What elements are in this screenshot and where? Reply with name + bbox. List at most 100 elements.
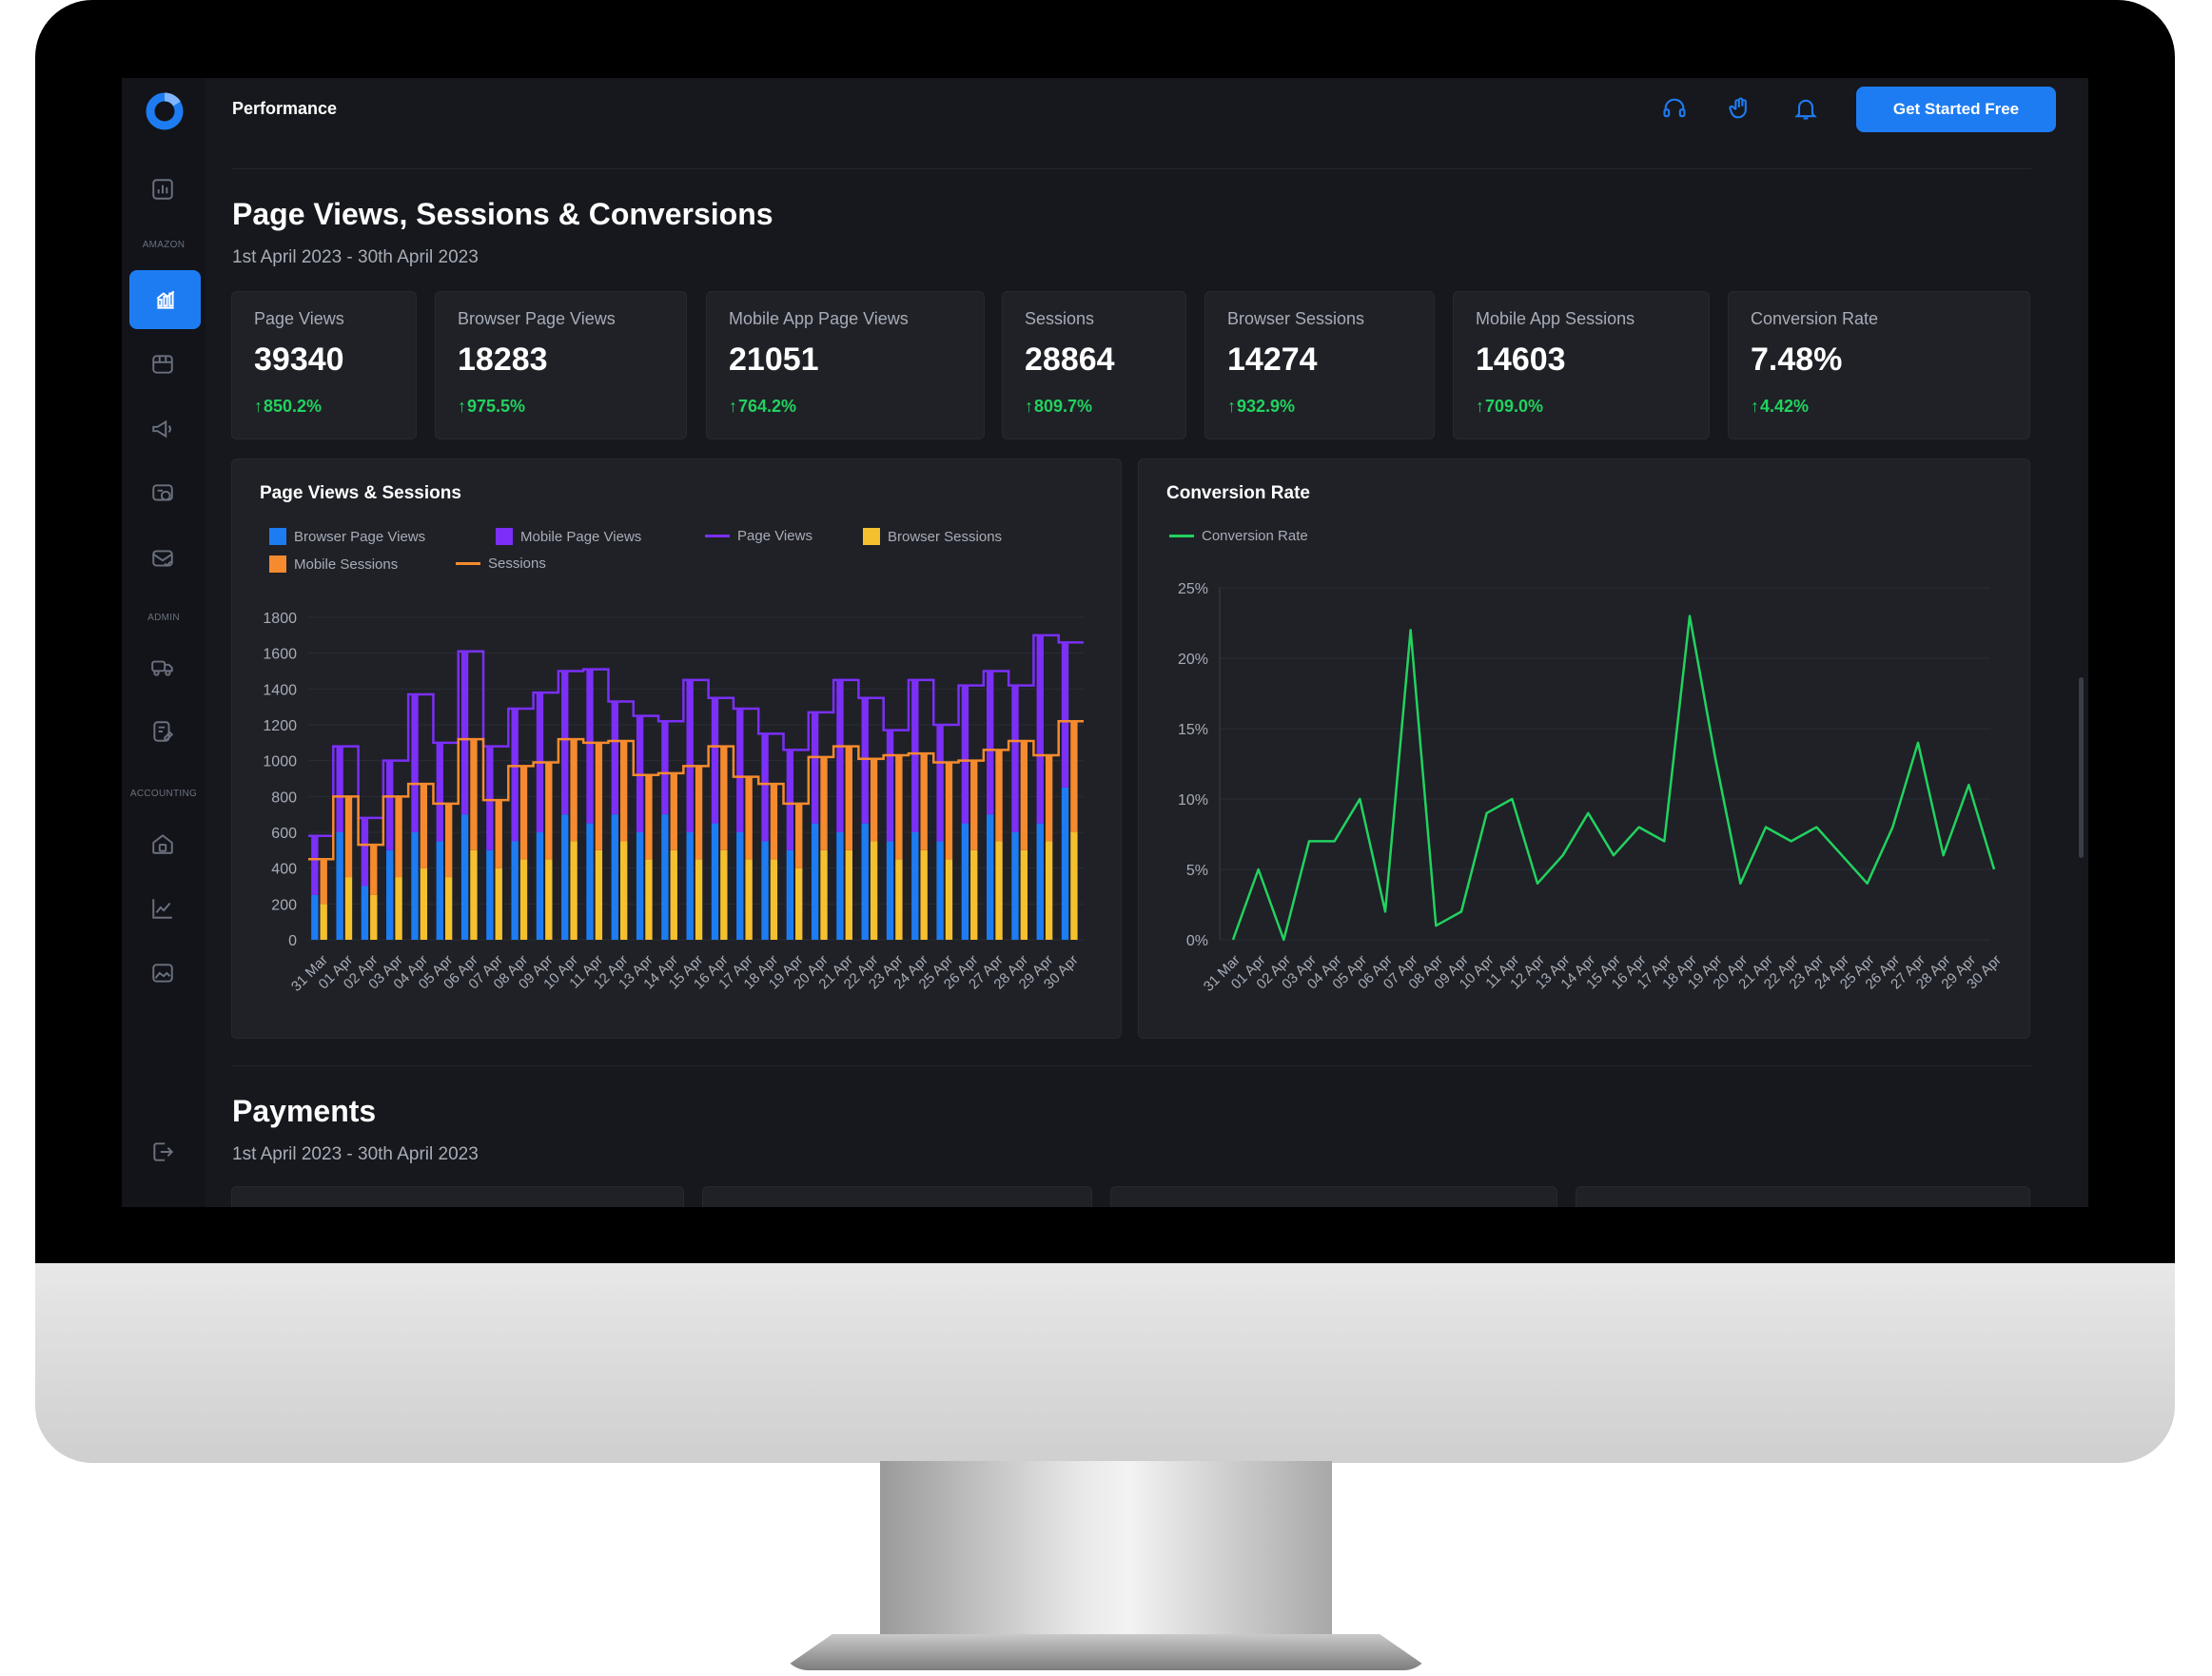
bar-mobile-sessions — [395, 796, 402, 878]
refund-icon[interactable] — [145, 476, 181, 512]
stat-value: 7.48% — [1751, 341, 1843, 378]
y-tick-label: 25% — [1178, 581, 1208, 597]
legend-page-views[interactable]: Page Views — [705, 528, 812, 544]
stat-change: 764.2% — [738, 397, 797, 416]
bar-mobile-sessions — [620, 740, 628, 842]
bar-browser-sessions — [745, 859, 753, 940]
support-headset-icon[interactable] — [1657, 91, 1692, 126]
legend-browser-page-views[interactable]: Browser Page Views — [269, 528, 425, 545]
legend-label: Conversion Rate — [1202, 528, 1308, 544]
bar-browser-sessions — [870, 841, 878, 940]
bar-mobile-sessions — [444, 803, 453, 878]
bar-mobile-sessions — [645, 774, 653, 860]
edit-document-icon[interactable] — [145, 713, 181, 750]
bar-browser-page-views — [836, 832, 844, 940]
get-started-button[interactable]: Get Started Free — [1856, 87, 2056, 132]
sidebar-section-admin: ADMIN — [147, 613, 180, 623]
legend-label: Mobile Page Views — [520, 528, 642, 545]
bar-browser-sessions — [1045, 841, 1053, 940]
bar-browser-page-views — [586, 823, 594, 940]
arrow-up-icon: ↑ — [458, 397, 466, 416]
bar-mobile-page-views — [661, 721, 669, 815]
legend-browser-sessions[interactable]: Browser Sessions — [863, 528, 1002, 545]
bar-mobile-sessions — [1045, 755, 1053, 842]
bar-mobile-page-views — [711, 697, 719, 824]
notification-bell-icon[interactable] — [1789, 91, 1823, 126]
line-conversion-rate — [1231, 614, 1996, 942]
legend-label: Mobile Sessions — [294, 555, 399, 573]
bar-browser-page-views — [886, 841, 894, 940]
bar-browser-sessions — [495, 867, 502, 940]
mail-check-icon[interactable] — [145, 540, 181, 576]
legend-label: Browser Sessions — [888, 528, 1003, 545]
shipping-icon[interactable] — [145, 649, 181, 685]
bar-mobile-sessions — [895, 755, 903, 860]
bar-browser-page-views — [911, 832, 919, 940]
stat-card-browser-page-views: Browser Page Views 18283 ↑ 975.5% — [435, 291, 687, 439]
bar-browser-page-views — [811, 823, 819, 940]
bar-browser-page-views — [711, 823, 719, 940]
dashboard-icon[interactable] — [145, 171, 181, 207]
bar-mobile-sessions — [670, 772, 677, 850]
stat-change: 4.42% — [1760, 397, 1810, 416]
stat-change: 932.9% — [1237, 397, 1296, 416]
stat-change: 850.2% — [264, 397, 323, 416]
app-logo[interactable] — [145, 91, 185, 131]
bar-browser-sessions — [470, 849, 478, 940]
bar-mobile-page-views — [436, 742, 443, 842]
legend-mobile-page-views[interactable]: Mobile Page Views — [496, 528, 641, 545]
section-date-range: 1st April 2023 - 30th April 2023 — [232, 247, 479, 267]
stat-card-conversion-rate: Conversion Rate 7.48% ↑ 4.42% — [1728, 291, 2030, 439]
wave-hand-icon[interactable] — [1723, 91, 1757, 126]
bar-mobile-sessions — [519, 766, 528, 860]
stat-card-page-views: Page Views 39340 ↑ 850.2% — [231, 291, 417, 439]
bar-mobile-sessions — [970, 760, 978, 850]
bar-browser-page-views — [861, 823, 869, 940]
scrollbar[interactable] — [2079, 677, 2084, 858]
arrow-up-icon: ↑ — [1751, 397, 1759, 416]
inventory-icon[interactable] — [145, 346, 181, 382]
bar-browser-sessions — [845, 849, 852, 940]
bar-mobile-page-views — [961, 685, 969, 824]
legend-conversion-rate[interactable]: Conversion Rate — [1169, 528, 1308, 544]
arrow-up-icon: ↑ — [1227, 397, 1236, 416]
y-tick-label: 800 — [271, 789, 297, 806]
bar-mobile-page-views — [736, 709, 744, 832]
image-chart-icon[interactable] — [145, 955, 181, 991]
bar-mobile-sessions — [1020, 740, 1028, 850]
bar-browser-sessions — [420, 867, 428, 940]
megaphone-icon[interactable] — [145, 411, 181, 447]
bar-mobile-sessions — [795, 803, 803, 868]
line-page-views — [308, 633, 1084, 838]
bar-browser-sessions — [720, 849, 728, 940]
bar-browser-sessions — [1070, 832, 1078, 940]
legend-label: Browser Page Views — [294, 528, 426, 545]
bar-mobile-page-views — [336, 746, 343, 832]
legend-mobile-sessions[interactable]: Mobile Sessions — [269, 555, 398, 573]
section-title: Page Views, Sessions & Conversions — [232, 197, 773, 231]
chart-title: Page Views & Sessions — [260, 483, 461, 503]
bar-browser-page-views — [736, 832, 744, 940]
bar-browser-page-views — [561, 814, 569, 940]
monitor-chin — [35, 1263, 2175, 1463]
bar-mobile-page-views — [986, 671, 994, 815]
bar-mobile-sessions — [845, 746, 852, 850]
stat-card-mobile-app-page-views: Mobile App Page Views 21051 ↑ 764.2% — [706, 291, 985, 439]
y-tick-label: 10% — [1178, 792, 1208, 809]
legend-sessions[interactable]: Sessions — [456, 555, 546, 572]
bar-browser-sessions — [570, 841, 577, 940]
bar-mobile-page-views — [486, 746, 494, 850]
bar-mobile-sessions — [770, 784, 778, 860]
bar-browser-sessions — [595, 849, 603, 940]
stat-label: Sessions — [1025, 309, 1095, 328]
logout-icon[interactable] — [145, 1134, 181, 1170]
bar-browser-sessions — [519, 859, 528, 940]
line-chart-icon[interactable] — [145, 890, 181, 926]
home-icon[interactable] — [145, 826, 181, 862]
performance-icon[interactable] — [129, 270, 201, 329]
bar-browser-sessions — [920, 849, 928, 940]
bar-browser-page-views — [411, 832, 419, 940]
bar-mobile-page-views — [511, 709, 519, 842]
legend-swatch — [863, 528, 880, 545]
payment-card — [231, 1186, 684, 1207]
